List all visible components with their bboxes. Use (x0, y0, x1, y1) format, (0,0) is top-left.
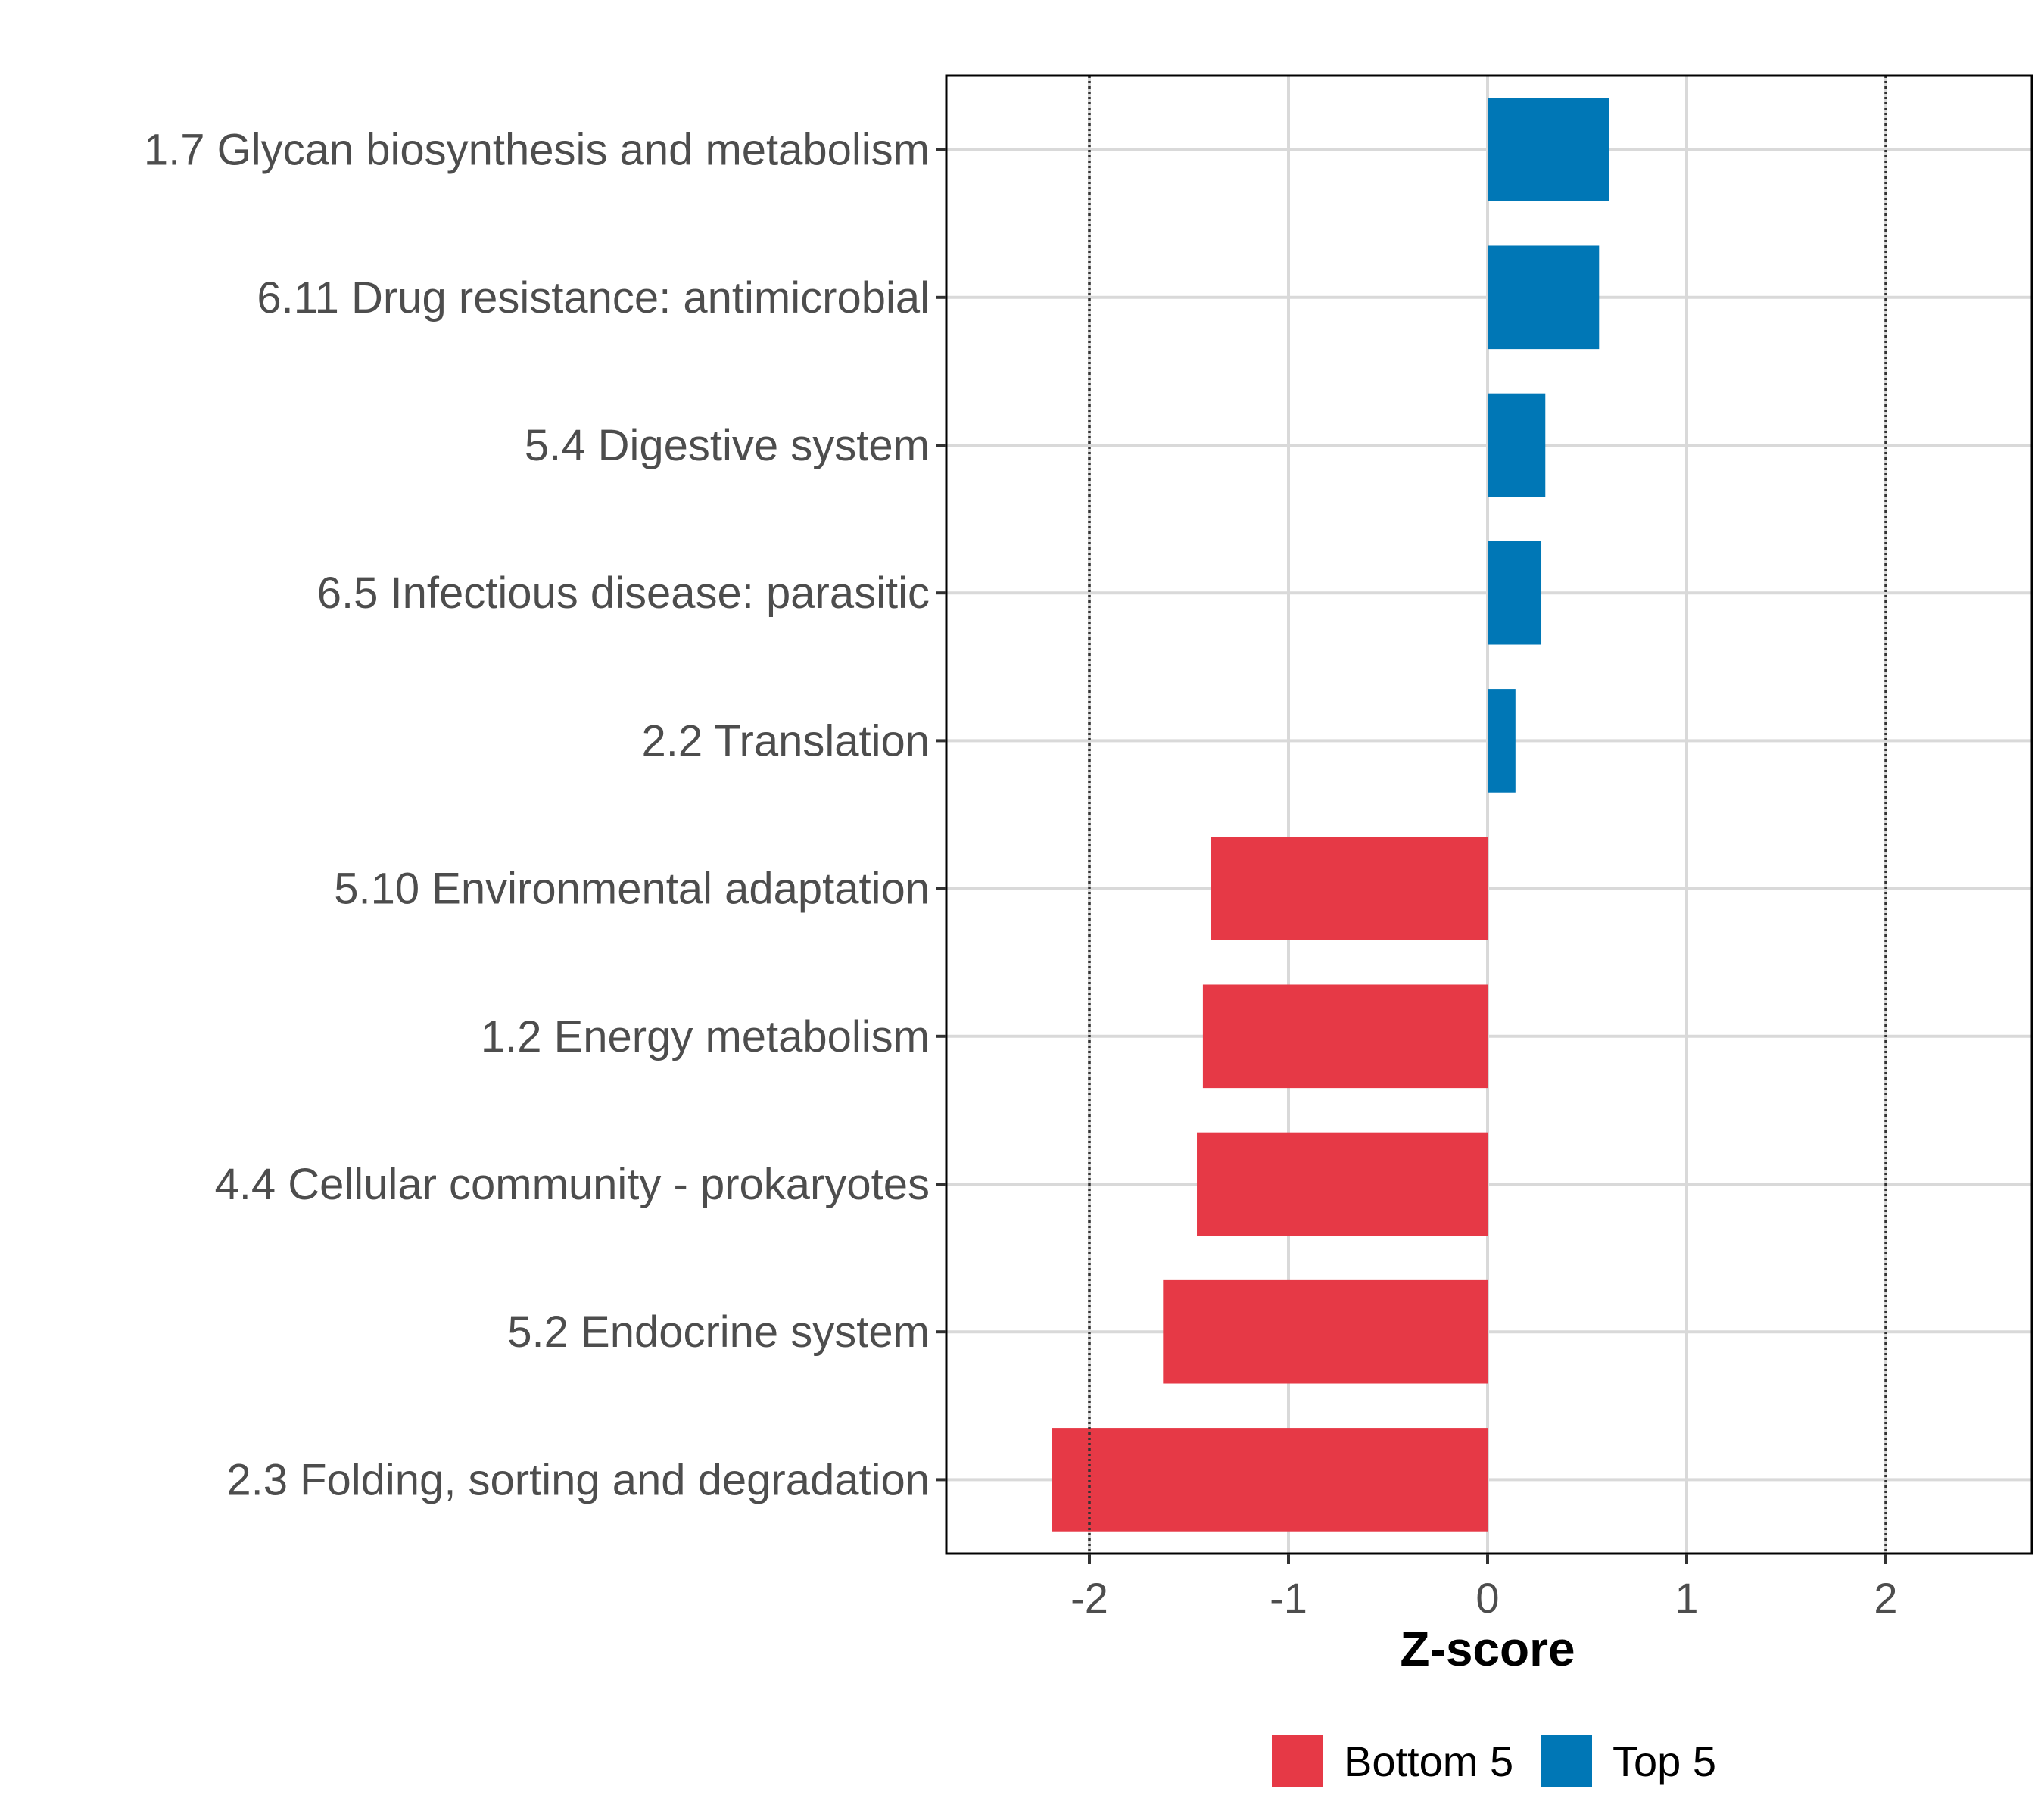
y-axis: 1.7 Glycan biosynthesis and metabolism 6.… (144, 126, 946, 1504)
bar (1488, 393, 1546, 497)
bars (1052, 98, 1609, 1532)
legend-key (1541, 1735, 1592, 1787)
y-tick-label: 2.2 Translation (642, 716, 930, 765)
bar (1488, 541, 1542, 645)
legend-label: Top 5 (1612, 1738, 1716, 1785)
bar (1163, 1279, 1488, 1384)
x-tick-label: 0 (1475, 1574, 1499, 1622)
y-tick-label: 6.5 Infectious disease: parasitic (317, 569, 930, 618)
x-axis: -2 -1 0 1 2 (1070, 1554, 1898, 1622)
x-tick-label: -1 (1270, 1574, 1307, 1622)
bar (1211, 837, 1488, 940)
bar (1488, 98, 1609, 201)
x-tick-label: -2 (1070, 1574, 1108, 1622)
legend: Bottom 5 Top 5 (1272, 1735, 1716, 1787)
bar (1197, 1132, 1488, 1236)
y-tick-label: 1.2 Energy metabolism (481, 1012, 930, 1061)
legend-label: Bottom 5 (1344, 1738, 1513, 1785)
legend-key (1272, 1735, 1323, 1787)
bar (1488, 245, 1600, 350)
y-tick-label: 6.11 Drug resistance: antimicrobial (257, 273, 930, 323)
bar (1052, 1428, 1488, 1532)
y-tick-label: 2.3 Folding, sorting and degradation (226, 1455, 930, 1504)
bar (1202, 984, 1488, 1089)
y-tick-label: 4.4 Cellular community - prokaryotes (215, 1160, 930, 1209)
x-tick-label: 1 (1675, 1574, 1698, 1622)
x-axis-title: Z-score (1400, 1622, 1575, 1676)
y-tick-label: 5.2 Endocrine system (507, 1307, 930, 1357)
y-tick-label: 1.7 Glycan biosynthesis and metabolism (144, 126, 930, 175)
reference-lines (1088, 76, 1887, 1554)
bar (1488, 689, 1516, 793)
y-tick-label: 5.10 Environmental adaptation (334, 865, 930, 914)
y-tick-label: 5.4 Digestive system (525, 421, 930, 470)
x-tick-label: 2 (1874, 1574, 1897, 1622)
